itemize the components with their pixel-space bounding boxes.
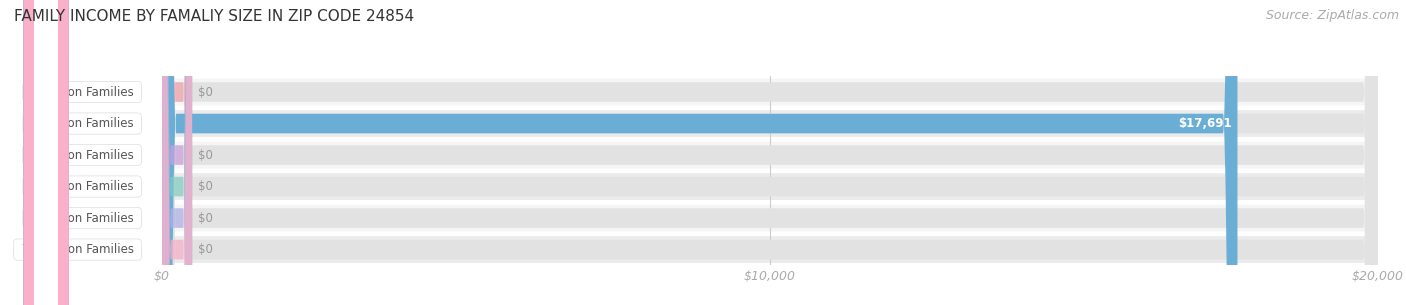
Text: $0: $0: [198, 85, 214, 99]
Text: 6-Person Families: 6-Person Families: [27, 212, 138, 224]
FancyBboxPatch shape: [162, 0, 1237, 305]
FancyBboxPatch shape: [162, 205, 1378, 231]
FancyBboxPatch shape: [162, 236, 1378, 263]
FancyBboxPatch shape: [162, 0, 1378, 305]
Text: 3-Person Families: 3-Person Families: [27, 117, 138, 130]
Circle shape: [24, 0, 67, 305]
FancyBboxPatch shape: [162, 0, 193, 305]
FancyBboxPatch shape: [162, 0, 1378, 305]
Circle shape: [35, 0, 58, 305]
FancyBboxPatch shape: [162, 0, 193, 305]
Circle shape: [35, 0, 58, 305]
FancyBboxPatch shape: [162, 79, 1378, 106]
FancyBboxPatch shape: [162, 173, 1378, 200]
Circle shape: [35, 0, 58, 305]
FancyBboxPatch shape: [162, 142, 1378, 168]
Text: $0: $0: [198, 180, 214, 193]
FancyBboxPatch shape: [162, 0, 1378, 305]
Circle shape: [35, 0, 58, 305]
FancyBboxPatch shape: [162, 110, 1378, 137]
Text: 4-Person Families: 4-Person Families: [27, 149, 138, 162]
FancyBboxPatch shape: [162, 0, 1378, 305]
FancyBboxPatch shape: [162, 0, 193, 305]
FancyBboxPatch shape: [162, 0, 193, 305]
Circle shape: [24, 0, 67, 305]
Text: 2-Person Families: 2-Person Families: [27, 85, 138, 99]
Text: $0: $0: [198, 149, 214, 162]
Text: $17,691: $17,691: [1178, 117, 1232, 130]
Circle shape: [24, 0, 67, 305]
FancyBboxPatch shape: [162, 0, 1378, 305]
Text: 5-Person Families: 5-Person Families: [27, 180, 138, 193]
Circle shape: [24, 0, 67, 305]
Circle shape: [24, 0, 67, 305]
Text: $0: $0: [198, 243, 214, 256]
FancyBboxPatch shape: [162, 0, 1378, 305]
Circle shape: [35, 0, 58, 305]
Text: $0: $0: [198, 212, 214, 224]
FancyBboxPatch shape: [162, 0, 193, 305]
Circle shape: [24, 0, 67, 305]
Text: 7+ Person Families: 7+ Person Families: [18, 243, 138, 256]
Text: FAMILY INCOME BY FAMALIY SIZE IN ZIP CODE 24854: FAMILY INCOME BY FAMALIY SIZE IN ZIP COD…: [14, 9, 415, 24]
Text: Source: ZipAtlas.com: Source: ZipAtlas.com: [1265, 9, 1399, 22]
Circle shape: [35, 0, 58, 305]
